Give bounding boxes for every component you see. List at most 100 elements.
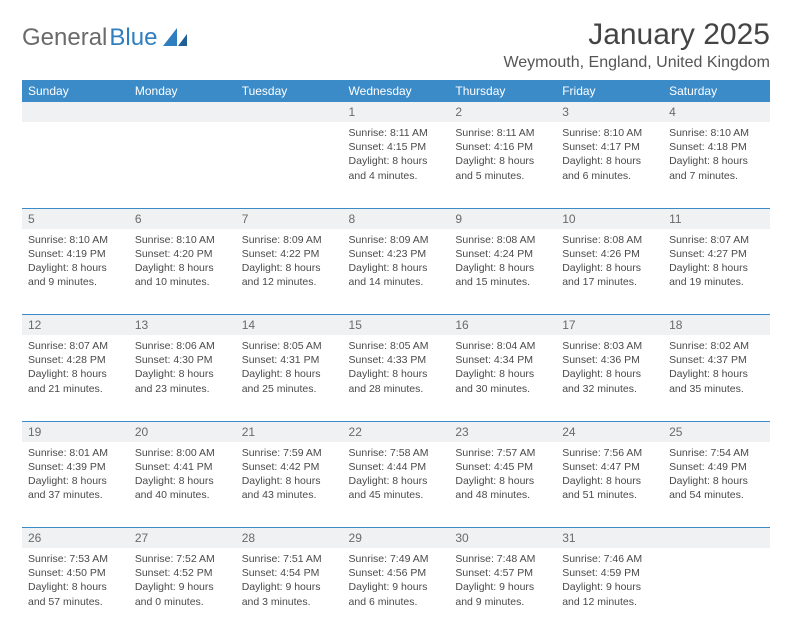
day-number: 22: [343, 421, 450, 442]
day2-text: and 4 minutes.: [349, 169, 444, 183]
day-cell: Sunrise: 7:54 AMSunset: 4:49 PMDaylight:…: [663, 442, 770, 528]
sunrise-text: Sunrise: 8:06 AM: [135, 339, 230, 353]
sunrise-text: Sunrise: 8:07 AM: [28, 339, 123, 353]
day1-text: Daylight: 8 hours: [135, 261, 230, 275]
day-number: 27: [129, 528, 236, 549]
day1-text: Daylight: 8 hours: [28, 261, 123, 275]
sunset-text: Sunset: 4:20 PM: [135, 247, 230, 261]
day-cell: Sunrise: 8:10 AMSunset: 4:19 PMDaylight:…: [22, 229, 129, 315]
day2-text: and 45 minutes.: [349, 488, 444, 502]
weekday-header: Tuesday: [236, 80, 343, 102]
sunset-text: Sunset: 4:26 PM: [562, 247, 657, 261]
sunset-text: Sunset: 4:54 PM: [242, 566, 337, 580]
day2-text: and 6 minutes.: [349, 595, 444, 609]
weekday-header: Monday: [129, 80, 236, 102]
day2-text: and 9 minutes.: [455, 595, 550, 609]
day-number: 26: [22, 528, 129, 549]
day-cell: Sunrise: 8:05 AMSunset: 4:31 PMDaylight:…: [236, 335, 343, 421]
day-number-row: 567891011: [22, 208, 770, 229]
day-number: 1: [343, 102, 450, 122]
day-cell: Sunrise: 8:05 AMSunset: 4:33 PMDaylight:…: [343, 335, 450, 421]
day2-text: and 6 minutes.: [562, 169, 657, 183]
sunrise-text: Sunrise: 7:56 AM: [562, 446, 657, 460]
location: Weymouth, England, United Kingdom: [503, 54, 770, 72]
sunrise-text: Sunrise: 8:11 AM: [455, 126, 550, 140]
day1-text: Daylight: 8 hours: [562, 154, 657, 168]
sunset-text: Sunset: 4:50 PM: [28, 566, 123, 580]
title-block: January 2025 Weymouth, England, United K…: [503, 18, 770, 72]
day-cell: Sunrise: 8:07 AMSunset: 4:27 PMDaylight:…: [663, 229, 770, 315]
day1-text: Daylight: 8 hours: [455, 474, 550, 488]
sunrise-text: Sunrise: 7:59 AM: [242, 446, 337, 460]
day-number: 6: [129, 208, 236, 229]
sunset-text: Sunset: 4:24 PM: [455, 247, 550, 261]
day1-text: Daylight: 8 hours: [669, 261, 764, 275]
day-cell: Sunrise: 8:10 AMSunset: 4:17 PMDaylight:…: [556, 122, 663, 208]
day-cell: Sunrise: 8:09 AMSunset: 4:22 PMDaylight:…: [236, 229, 343, 315]
sunset-text: Sunset: 4:22 PM: [242, 247, 337, 261]
sunrise-text: Sunrise: 8:08 AM: [455, 233, 550, 247]
sunrise-text: Sunrise: 8:07 AM: [669, 233, 764, 247]
day-number: 5: [22, 208, 129, 229]
day2-text: and 12 minutes.: [242, 275, 337, 289]
sunset-text: Sunset: 4:15 PM: [349, 140, 444, 154]
day-cell: Sunrise: 7:56 AMSunset: 4:47 PMDaylight:…: [556, 442, 663, 528]
day-cell: Sunrise: 7:46 AMSunset: 4:59 PMDaylight:…: [556, 548, 663, 634]
day2-text: and 7 minutes.: [669, 169, 764, 183]
day2-text: and 14 minutes.: [349, 275, 444, 289]
day2-text: and 17 minutes.: [562, 275, 657, 289]
sunrise-text: Sunrise: 8:10 AM: [669, 126, 764, 140]
sunset-text: Sunset: 4:36 PM: [562, 353, 657, 367]
sunset-text: Sunset: 4:44 PM: [349, 460, 444, 474]
weekday-header: Friday: [556, 80, 663, 102]
day2-text: and 0 minutes.: [135, 595, 230, 609]
day1-text: Daylight: 8 hours: [242, 367, 337, 381]
sunset-text: Sunset: 4:33 PM: [349, 353, 444, 367]
weekday-header: Sunday: [22, 80, 129, 102]
day-cell: Sunrise: 7:58 AMSunset: 4:44 PMDaylight:…: [343, 442, 450, 528]
day-cell: Sunrise: 8:08 AMSunset: 4:24 PMDaylight:…: [449, 229, 556, 315]
sunset-text: Sunset: 4:42 PM: [242, 460, 337, 474]
weekday-header: Wednesday: [343, 80, 450, 102]
sunset-text: Sunset: 4:17 PM: [562, 140, 657, 154]
day1-text: Daylight: 8 hours: [349, 474, 444, 488]
day-cell: [663, 548, 770, 634]
calendar-body: 1234Sunrise: 8:11 AMSunset: 4:15 PMDayli…: [22, 102, 770, 634]
day-number: 20: [129, 421, 236, 442]
day-cell: Sunrise: 8:10 AMSunset: 4:18 PMDaylight:…: [663, 122, 770, 208]
day-number: 2: [449, 102, 556, 122]
day-cell: Sunrise: 8:07 AMSunset: 4:28 PMDaylight:…: [22, 335, 129, 421]
logo-text-blue: Blue: [109, 24, 157, 52]
day2-text: and 12 minutes.: [562, 595, 657, 609]
sunrise-text: Sunrise: 8:10 AM: [28, 233, 123, 247]
day-cell: Sunrise: 7:59 AMSunset: 4:42 PMDaylight:…: [236, 442, 343, 528]
sunrise-text: Sunrise: 7:53 AM: [28, 552, 123, 566]
day2-text: and 25 minutes.: [242, 382, 337, 396]
sunset-text: Sunset: 4:27 PM: [669, 247, 764, 261]
month-title: January 2025: [503, 18, 770, 52]
day-number: 19: [22, 421, 129, 442]
sunrise-text: Sunrise: 7:58 AM: [349, 446, 444, 460]
day-cell: [236, 122, 343, 208]
day1-text: Daylight: 8 hours: [562, 474, 657, 488]
weekday-header: Saturday: [663, 80, 770, 102]
day-cell: Sunrise: 8:01 AMSunset: 4:39 PMDaylight:…: [22, 442, 129, 528]
sunset-text: Sunset: 4:37 PM: [669, 353, 764, 367]
sunrise-text: Sunrise: 8:09 AM: [242, 233, 337, 247]
day-cell: Sunrise: 7:49 AMSunset: 4:56 PMDaylight:…: [343, 548, 450, 634]
sunset-text: Sunset: 4:30 PM: [135, 353, 230, 367]
day-cell: Sunrise: 8:06 AMSunset: 4:30 PMDaylight:…: [129, 335, 236, 421]
day1-text: Daylight: 8 hours: [455, 367, 550, 381]
day1-text: Daylight: 8 hours: [28, 367, 123, 381]
day-content-row: Sunrise: 7:53 AMSunset: 4:50 PMDaylight:…: [22, 548, 770, 634]
sunset-text: Sunset: 4:41 PM: [135, 460, 230, 474]
day1-text: Daylight: 8 hours: [349, 154, 444, 168]
sunrise-text: Sunrise: 8:03 AM: [562, 339, 657, 353]
day-cell: Sunrise: 7:57 AMSunset: 4:45 PMDaylight:…: [449, 442, 556, 528]
sunrise-text: Sunrise: 7:57 AM: [455, 446, 550, 460]
day2-text: and 28 minutes.: [349, 382, 444, 396]
day-number: 25: [663, 421, 770, 442]
day1-text: Daylight: 8 hours: [135, 474, 230, 488]
sunset-text: Sunset: 4:39 PM: [28, 460, 123, 474]
day1-text: Daylight: 8 hours: [455, 154, 550, 168]
